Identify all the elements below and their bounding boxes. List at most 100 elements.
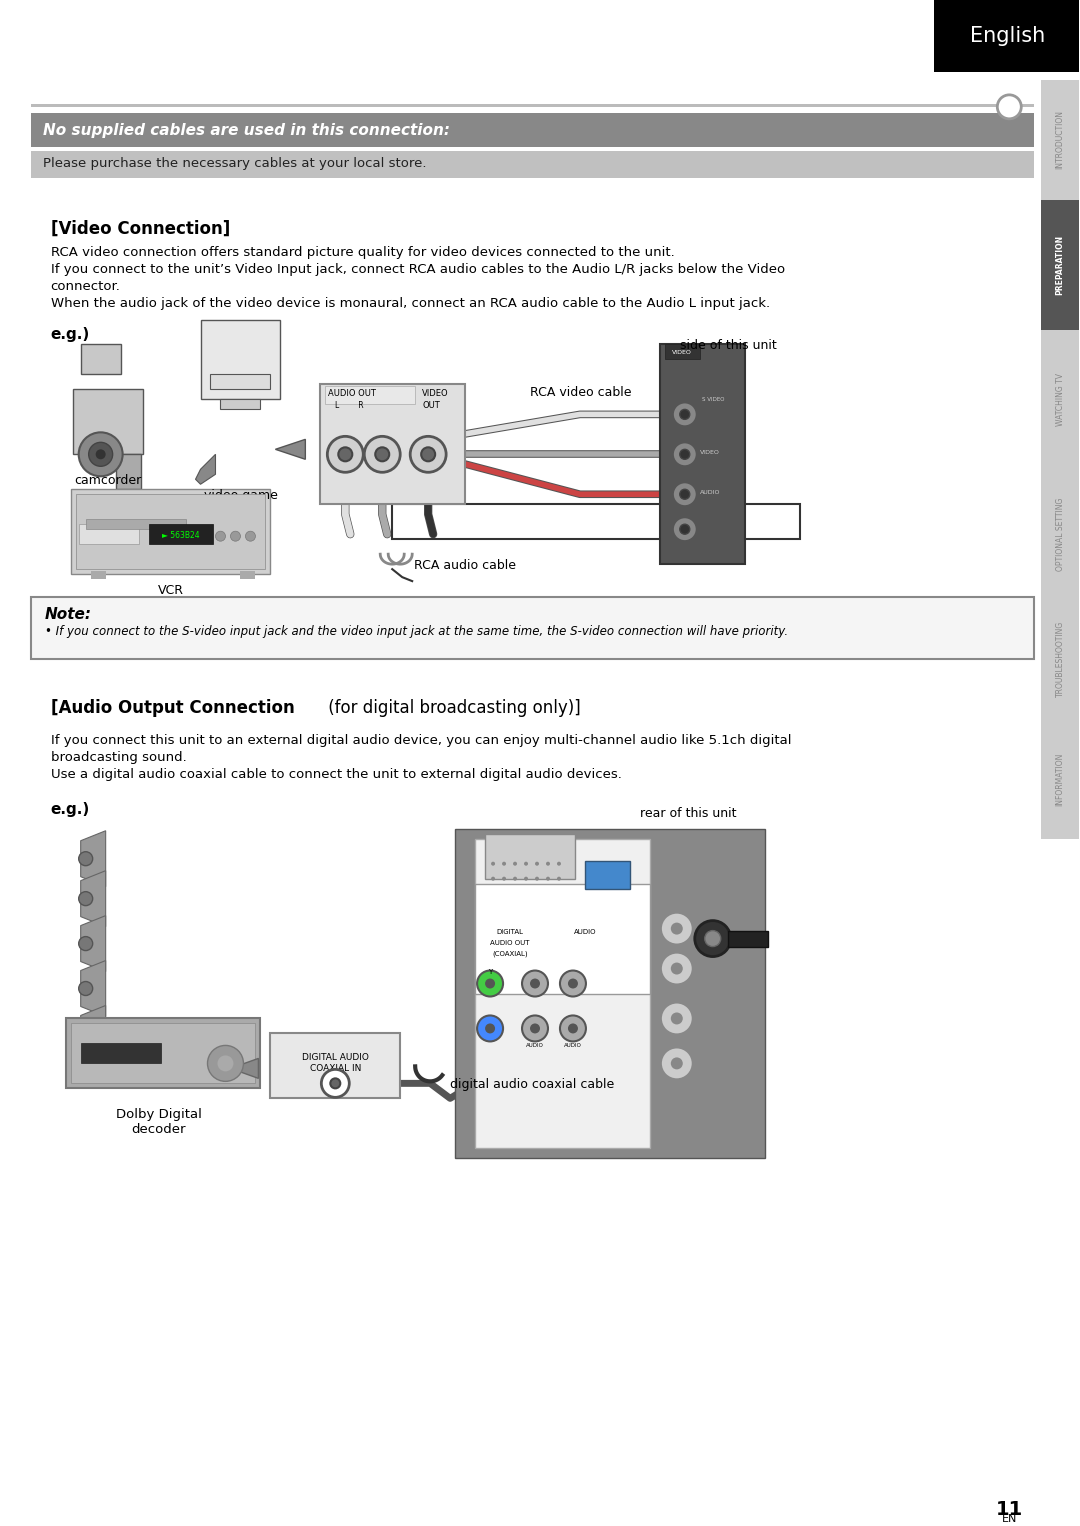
Circle shape [679,449,690,459]
Text: VIDEO: VIDEO [700,450,719,455]
Bar [1041,719,1079,839]
Circle shape [673,403,697,426]
Circle shape [661,913,692,945]
Circle shape [530,1024,540,1033]
Bar [30,151,1035,177]
Polygon shape [81,871,106,926]
Text: HDMI 1: HDMI 1 [594,897,620,903]
Text: English: English [970,26,1045,46]
Circle shape [694,920,731,957]
Text: broadcasting sound.: broadcasting sound. [51,751,187,765]
Polygon shape [230,1059,258,1079]
Text: L        R: L R [335,401,364,410]
Polygon shape [81,830,106,887]
Text: TROUBLESHOOTING: TROUBLESHOOTING [1056,621,1065,697]
Text: AUDIO: AUDIO [700,490,720,494]
Text: AUDIO OUT: AUDIO OUT [328,389,376,398]
Text: Y: Y [488,969,492,975]
Text: VIDEO: VIDEO [422,389,449,398]
Text: e.g.): e.g.) [51,801,90,816]
Bar [30,104,1035,107]
Text: • If you connect to the S-video input jack and the video input jack at the same : • If you connect to the S-video input ja… [44,626,788,638]
Circle shape [679,525,690,534]
Bar [1041,200,1079,330]
Text: Note:: Note: [44,607,92,623]
Text: INTRODUCTION: INTRODUCTION [1056,110,1065,169]
Bar [270,1033,401,1099]
Bar [30,597,1035,659]
Circle shape [491,876,495,881]
Bar [79,525,138,545]
Text: S VIDEO: S VIDEO [702,397,725,401]
Text: [Video Connection]: [Video Connection] [51,220,230,238]
Bar [149,525,214,545]
Circle shape [535,876,539,881]
Circle shape [661,952,692,984]
Bar [321,385,465,504]
Circle shape [679,490,690,499]
Text: OUT: OUT [422,401,440,410]
Circle shape [673,443,697,467]
Text: VIDEO: VIDEO [672,349,691,356]
Polygon shape [195,455,216,484]
Bar [485,833,575,879]
Bar [455,829,765,1158]
Circle shape [557,862,561,865]
Circle shape [671,963,683,975]
Circle shape [671,1058,683,1070]
Circle shape [661,1047,692,1079]
Text: Dolby Digital
decoder: Dolby Digital decoder [116,1108,202,1137]
Text: Use a digital audio coaxial cable to connect the unit to external digital audio : Use a digital audio coaxial cable to con… [51,768,622,781]
Text: AUDIO: AUDIO [564,1044,582,1048]
Bar [201,319,281,400]
Circle shape [530,978,540,989]
Circle shape [485,978,495,989]
Circle shape [705,931,720,946]
Circle shape [568,978,578,989]
Text: If you connect this unit to an external digital audio device, you can enjoy mult: If you connect this unit to an external … [51,734,792,746]
Bar [70,1024,256,1083]
Circle shape [338,447,352,461]
Circle shape [502,862,507,865]
Bar [91,571,106,580]
Text: side of this unit: side of this unit [679,339,777,353]
Circle shape [513,862,517,865]
Text: e.g.): e.g.) [51,327,90,342]
Circle shape [79,432,123,476]
Text: ► 563B24: ► 563B24 [162,531,200,540]
Bar [66,1018,260,1088]
Text: video game: video game [203,490,278,502]
Bar [660,345,745,565]
Circle shape [485,1024,495,1033]
Circle shape [79,937,93,951]
Circle shape [89,443,112,467]
Bar [76,494,266,569]
Bar [241,571,256,580]
Circle shape [502,876,507,881]
Circle shape [679,409,690,420]
Circle shape [216,531,226,542]
Bar [72,389,143,455]
Text: When the audio jack of the video device is monaural, connect an RCA audio cable : When the audio jack of the video device … [51,296,770,310]
Circle shape [568,1024,578,1033]
Bar [116,455,140,490]
Bar [475,884,650,993]
Text: 11: 11 [996,1500,1023,1518]
Polygon shape [81,960,106,1016]
Circle shape [524,862,528,865]
Text: DIGITAL AUDIO
COAXIAL IN: DIGITAL AUDIO COAXIAL IN [302,1053,368,1073]
Bar [728,931,768,946]
Circle shape [79,1027,93,1041]
Bar [1041,79,1079,200]
Circle shape [230,531,241,542]
Circle shape [364,436,401,472]
Circle shape [327,436,363,472]
Text: [Audio Output Connection: [Audio Output Connection [51,699,295,717]
Circle shape [217,1056,233,1071]
Circle shape [96,449,106,459]
Circle shape [79,891,93,905]
Text: RCA video cable: RCA video cable [530,386,632,400]
Text: If you connect to the unit’s Video Input jack, connect RCA audio cables to the A: If you connect to the unit’s Video Input… [51,262,785,276]
Circle shape [330,1079,340,1088]
Bar [220,400,260,409]
